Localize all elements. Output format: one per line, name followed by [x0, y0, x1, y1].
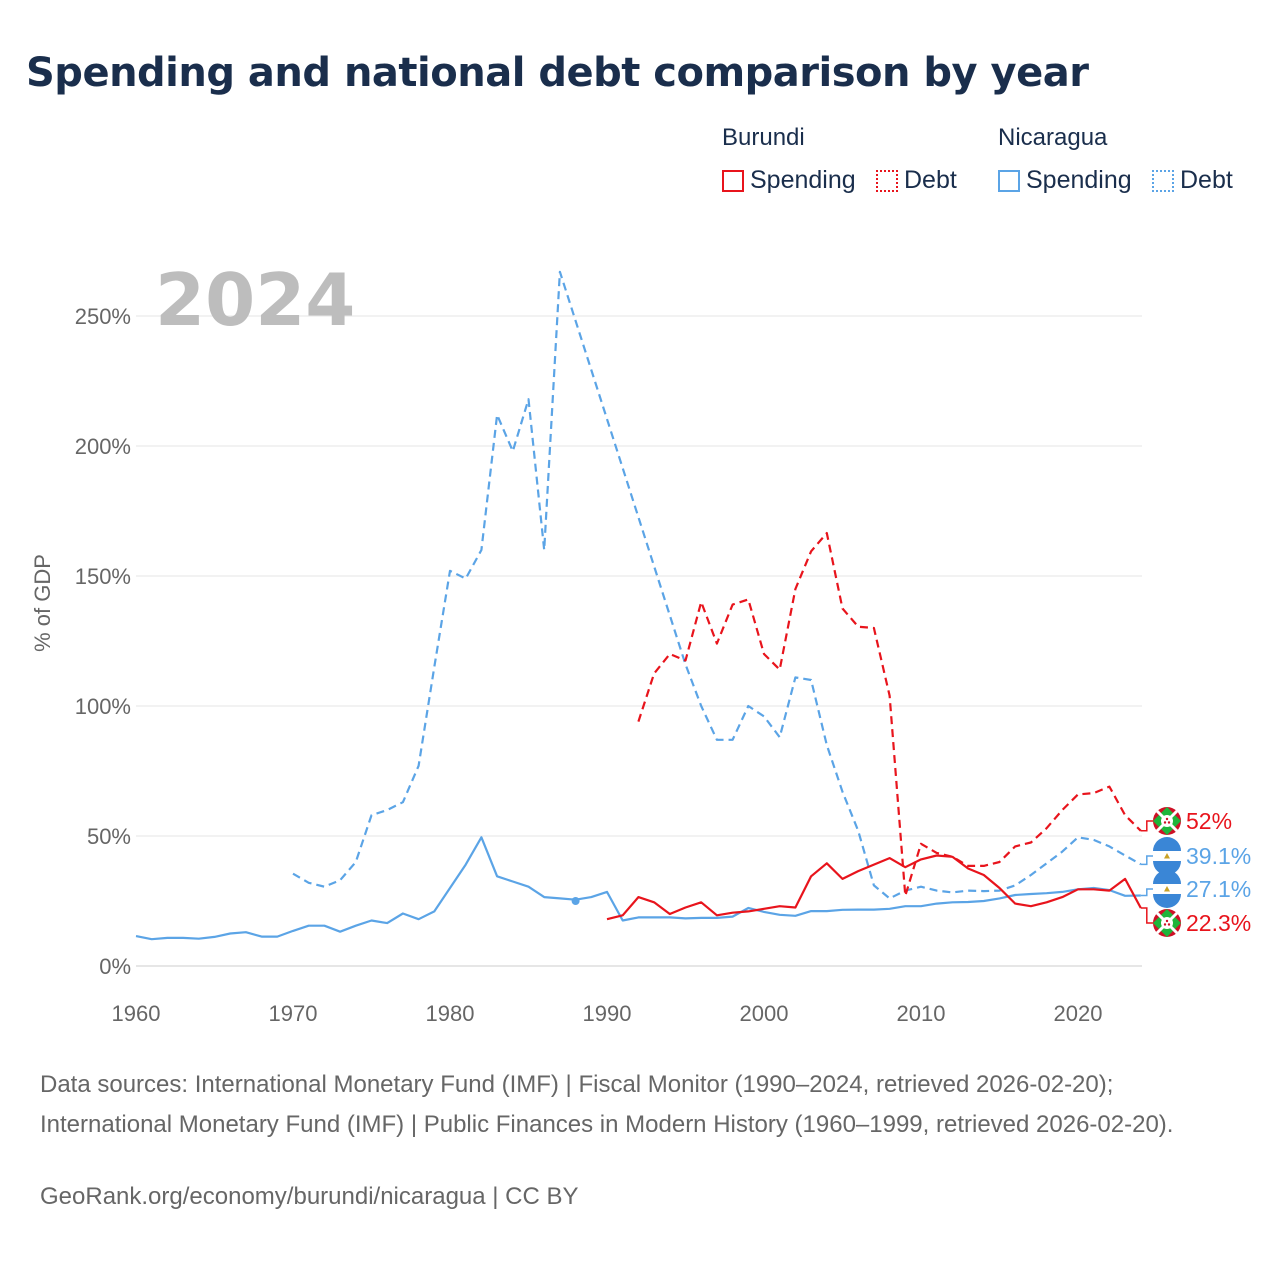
nicaragua-spending-line[interactable] — [135, 836, 1141, 941]
series-lines — [135, 270, 1142, 941]
grid-lines — [136, 315, 1142, 967]
y-axis-ticks: 0% 50% 100% 150% 200% 250% — [75, 304, 131, 979]
legend-swatch-nicaragua-debt — [1152, 169, 1174, 192]
legend-label-burundi-spending: Spending — [750, 166, 856, 194]
x-tick-label: 2000 — [740, 1001, 789, 1026]
label-connector — [1140, 907, 1153, 924]
legend-label-burundi-debt: Debt — [904, 166, 957, 194]
nicaragua-spending-end-label: 27.1% — [1186, 876, 1251, 902]
legend-swatch-burundi-spending — [722, 169, 744, 192]
legend-nicaragua-spending[interactable]: Spending — [998, 166, 1132, 195]
burundi-spending-line[interactable] — [606, 854, 1142, 921]
legend-burundi-debt[interactable]: Debt — [876, 166, 957, 195]
burundi-flag-icon — [1153, 807, 1181, 835]
x-tick-label: 2020 — [1054, 1001, 1103, 1026]
nicaragua-debt-end-label: 39.1% — [1186, 843, 1251, 869]
x-tick-label: 1960 — [112, 1001, 161, 1026]
x-tick-label: 1990 — [583, 1001, 632, 1026]
year-watermark: 2024 — [155, 258, 355, 342]
legend-nicaragua-label: Nicaragua — [998, 124, 1108, 151]
legend-nicaragua-debt[interactable]: Debt — [1152, 166, 1233, 195]
burundi-debt-end-label: 52% — [1186, 808, 1232, 834]
legend-burundi-label: Burundi — [722, 124, 805, 151]
y-tick-label: 250% — [75, 304, 131, 329]
label-connector — [1140, 888, 1153, 897]
credit-link[interactable]: GeoRank.org/economy/burundi/nicaragua | … — [40, 1183, 579, 1210]
legend-swatch-nicaragua-spending — [998, 169, 1020, 192]
x-tick-label: 2010 — [897, 1001, 946, 1026]
y-axis-label: % of GDP — [30, 554, 55, 652]
nicaragua-debt-line[interactable] — [292, 270, 1142, 900]
end-labels: 52% 39.1% 27.1% 22.3% — [1140, 807, 1251, 937]
burundi-flag-icon — [1153, 909, 1181, 937]
x-axis-ticks: 1960 1970 1980 1990 2000 2010 2020 — [112, 1001, 1103, 1026]
x-tick-label: 1980 — [426, 1001, 475, 1026]
x-tick-label: 1970 — [269, 1001, 318, 1026]
legend-burundi-spending[interactable]: Spending — [722, 166, 856, 195]
burundi-debt-line[interactable] — [637, 532, 1142, 897]
nicaragua-flag-icon — [1153, 837, 1181, 875]
legend-swatch-burundi-debt — [876, 169, 898, 192]
chart-title: Spending and national debt comparison by… — [26, 50, 1089, 96]
nicaragua-flag-icon — [1153, 870, 1181, 908]
y-tick-label: 100% — [75, 694, 131, 719]
legend-label-nicaragua-debt: Debt — [1180, 166, 1233, 194]
y-tick-label: 50% — [87, 824, 131, 849]
y-tick-label: 200% — [75, 434, 131, 459]
label-connector — [1140, 820, 1153, 832]
y-tick-label: 150% — [75, 564, 131, 589]
y-tick-label: 0% — [99, 954, 131, 979]
label-connector — [1140, 855, 1153, 866]
legend-label-nicaragua-spending: Spending — [1026, 166, 1132, 194]
source-note: Data sources: International Monetary Fun… — [40, 1071, 1174, 1138]
burundi-spending-end-label: 22.3% — [1186, 910, 1251, 936]
